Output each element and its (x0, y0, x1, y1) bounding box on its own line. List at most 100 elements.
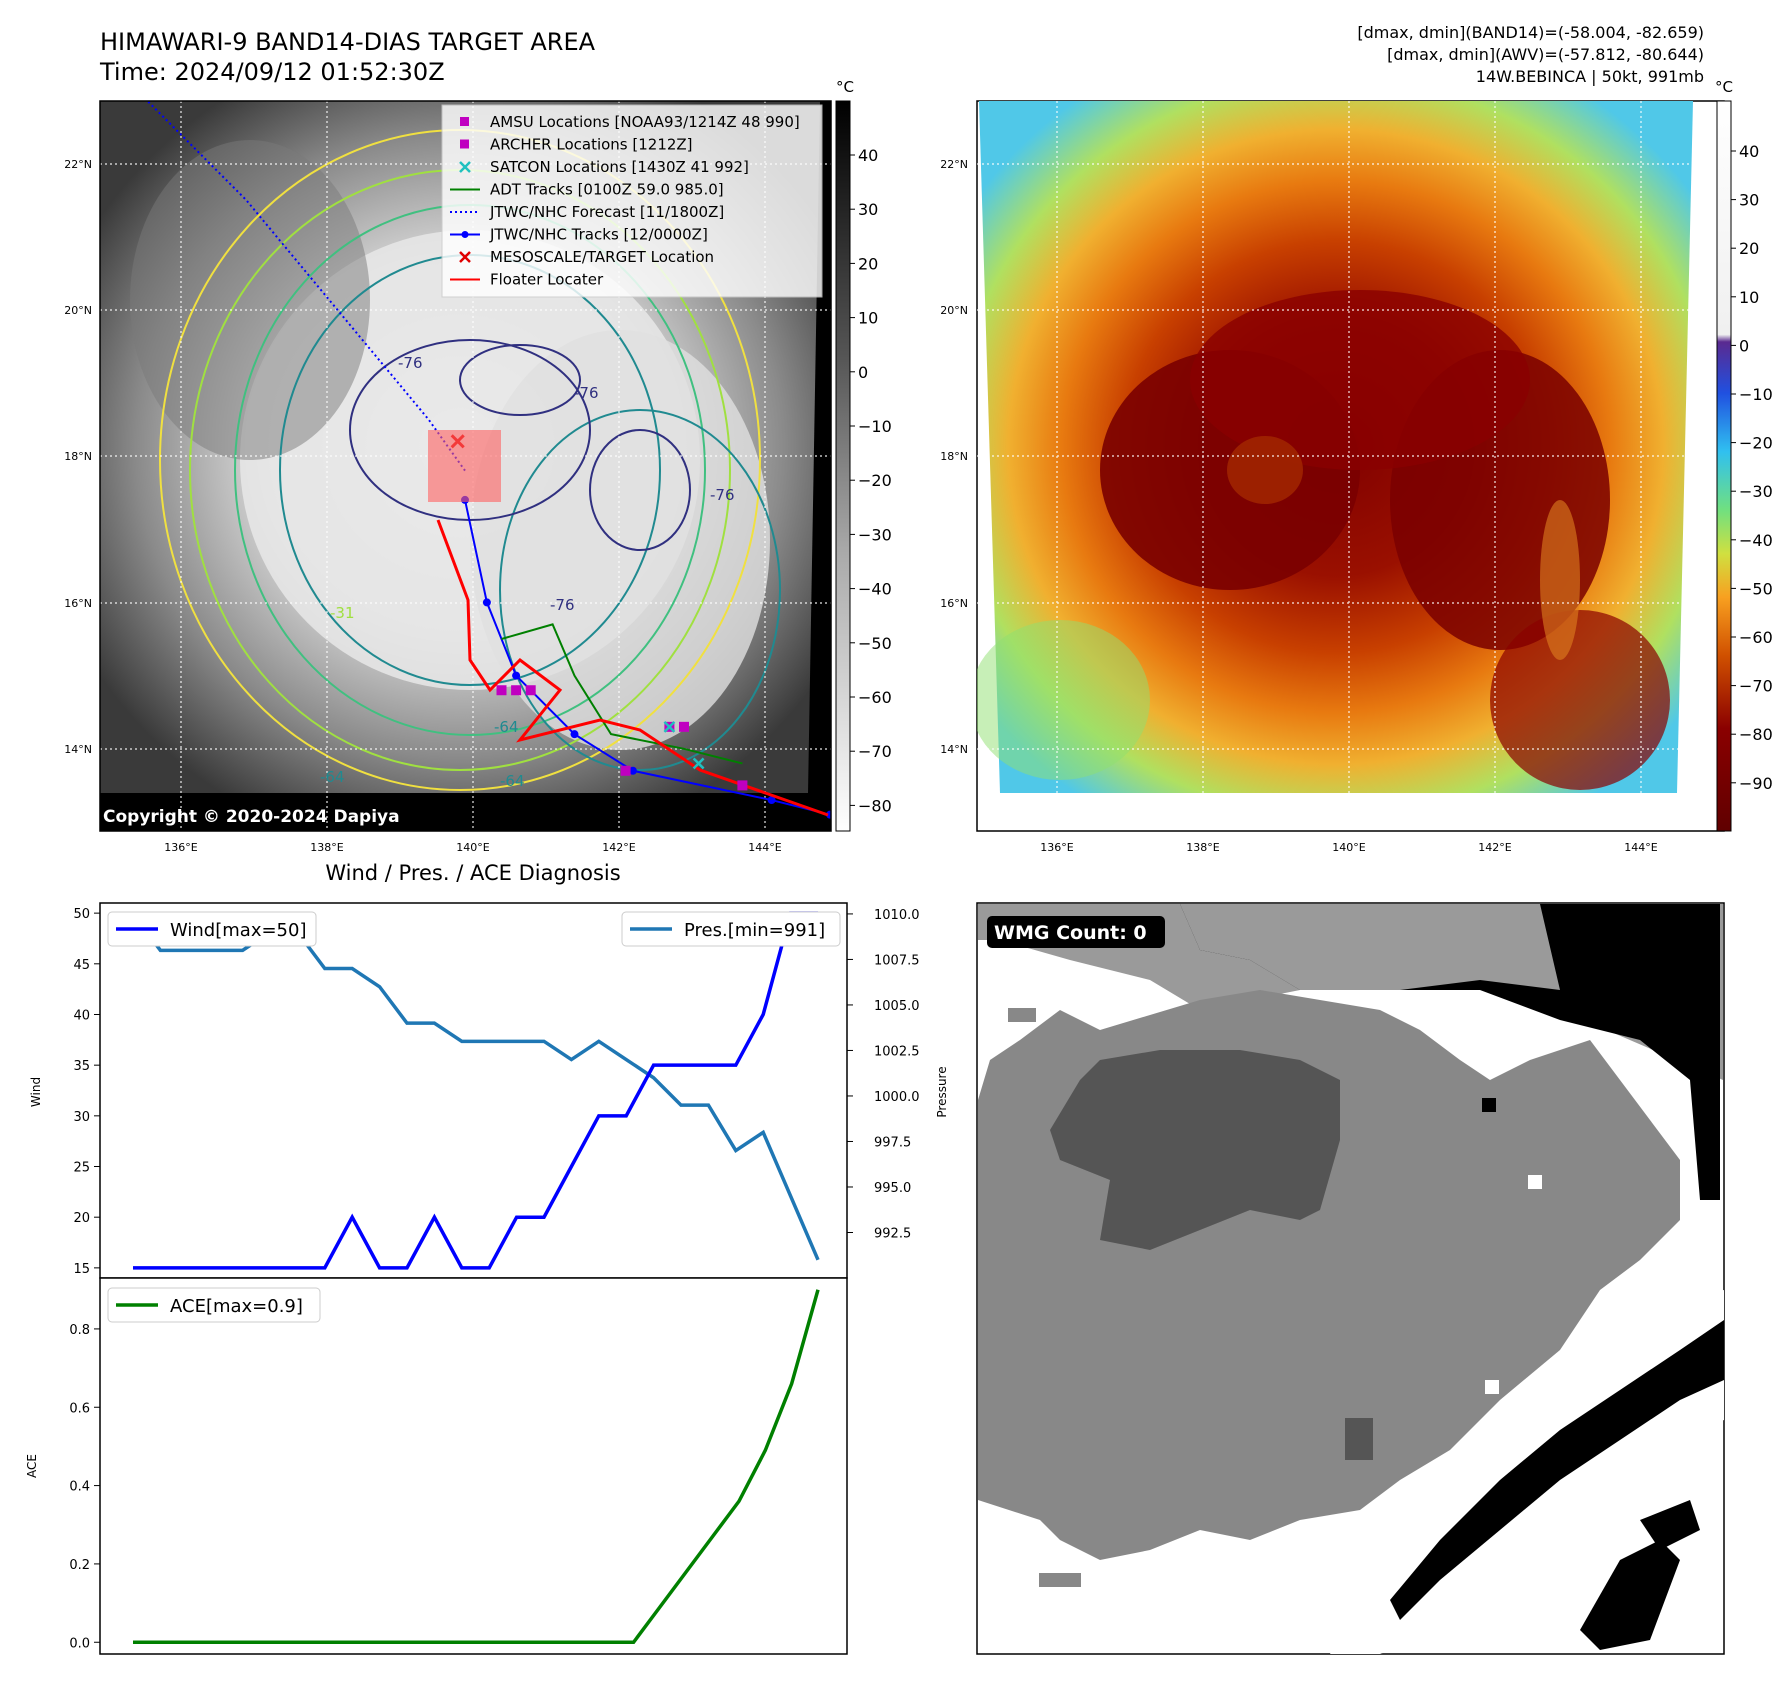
colorbar-tick-label: −20 (858, 471, 892, 490)
pressure-series-line (131, 912, 820, 1261)
contour-label: -31 (330, 604, 355, 622)
colorbar-tick-label: 30 (858, 200, 878, 219)
lon-tick-label: 136°E (164, 841, 197, 854)
ace-legend-label: ACE[max=0.9] (170, 1296, 303, 1317)
colorbar-tick-label: −70 (858, 742, 892, 761)
colorbar-tick-label: 40 (858, 146, 878, 165)
ace-tick-label: 0.4 (69, 1480, 90, 1495)
colorbar-tick-label: −80 (858, 796, 892, 815)
lat-tick-label: 16°N (64, 597, 92, 610)
satcon-marker (692, 757, 705, 770)
legend-entry: MESOSCALE/TARGET Location (459, 248, 714, 266)
legend-label: JTWC/NHC Tracks [12/0000Z] (489, 226, 708, 244)
satcon-marker (663, 720, 676, 733)
info-awv: [dmax, dmin](AWV)=(-57.812, -80.644) (1387, 45, 1704, 64)
copyright: Copyright © 2020-2024 Dapiya (103, 807, 400, 827)
colorbar-tick-label: 20 (858, 254, 878, 273)
lon-tick-label: 142°E (602, 841, 635, 854)
contour-label: -64 (320, 768, 345, 786)
wind-tick-label: 25 (73, 1161, 90, 1176)
target-box (428, 430, 501, 502)
lon-tick-label: 144°E (1624, 841, 1657, 854)
lat-tick-label: 18°N (64, 450, 92, 463)
colorbar-tick-label: −70 (1739, 677, 1773, 696)
colorbar-tick-label: −30 (1739, 482, 1773, 501)
colorbar-tick-label: −60 (858, 688, 892, 707)
legend-entry: ADT Tracks [0100Z 59.0 985.0] (450, 181, 724, 199)
lat-tick-label: 20°N (64, 304, 92, 317)
lat-tick-label: 20°N (940, 304, 968, 317)
legend-label: ARCHER Locations [1212Z] (490, 136, 693, 154)
contour-labels: -76 -76 -76 -76 -64 -64 -64 -31 (320, 354, 735, 790)
left-ir-map: -76 -76 -76 -76 -64 -64 -64 -31 Copyrigh… (99, 100, 832, 832)
pressure-tick-label: 995.0 (874, 1181, 911, 1196)
colorbar-tick-label: 20 (1739, 239, 1759, 258)
amsu-marker (679, 721, 689, 732)
floater-locater (436, 519, 829, 817)
pressure-axis-label: Pressure (935, 1066, 949, 1117)
figure-time: Time: 2024/09/12 01:52:30Z (99, 58, 445, 86)
colorbar-tick-label: −50 (1739, 579, 1773, 598)
colorbar-tick-label: −10 (858, 417, 892, 436)
lat-tick-label: 14°N (64, 743, 92, 756)
pressure-tick-label: 1002.5 (874, 1044, 920, 1059)
lon-tick-label: 140°E (1332, 841, 1365, 854)
lat-tick-label: 18°N (940, 450, 968, 463)
pressure-tick-label: 1010.0 (874, 908, 920, 923)
left-map-tracks (146, 101, 831, 819)
legend-entry: ARCHER Locations [1212Z] (460, 136, 693, 154)
legend-swatch (460, 117, 469, 126)
legend-swatch (459, 251, 471, 263)
colorbar-tick-label: −50 (858, 634, 892, 653)
amsu-marker (525, 685, 536, 696)
legend-label: JTWC/NHC Forecast [11/1800Z] (489, 203, 724, 221)
lon-tick-label: 138°E (1186, 841, 1219, 854)
figure-title: HIMAWARI-9 BAND14-DIAS TARGET AREA (100, 28, 596, 56)
wmg-count-box (987, 916, 1165, 948)
contour-label: -76 (550, 596, 575, 614)
legend-label: ADT Tracks [0100Z 59.0 985.0] (490, 181, 724, 199)
amsu-marker (737, 780, 748, 791)
ace-series-line (133, 1289, 820, 1644)
lon-tick-label: 144°E (748, 841, 781, 854)
lon-tick-label: 136°E (1040, 841, 1073, 854)
ace-tick-label: 0.8 (69, 1323, 90, 1338)
lon-tick-label: 138°E (310, 841, 343, 854)
wind-tick-label: 15 (73, 1262, 90, 1277)
colorbar-tick-label: −30 (858, 525, 892, 544)
contour-label: -76 (574, 384, 599, 402)
lat-tick-label: 14°N (940, 743, 968, 756)
pressure-legend-box (621, 911, 841, 947)
left-colorbar: °C 40 30 20 10 0 −10 −20 −30 −40 −50 −60 −70 −80 (835, 78, 892, 832)
lat-tick-label: 16°N (940, 597, 968, 610)
wind-series-line (133, 911, 818, 1270)
legend-entry: SATCON Locations [1430Z 41 992] (459, 158, 749, 176)
contour-label: -64 (500, 772, 525, 790)
ace-panel: 0.0 0.2 0.4 0.6 0.8 ACE[max=0.9] ACE (25, 1277, 848, 1655)
colorbar-unit: °C (836, 78, 854, 96)
colorbar-tick-label: 10 (858, 309, 878, 328)
jtwc-track-point (512, 671, 521, 680)
jtwc-track-point (826, 810, 831, 819)
legend-entry: JTWC/NHC Forecast [11/1800Z] (450, 203, 724, 221)
ace-tick-label: 0.2 (69, 1558, 90, 1573)
colorbar-tick-label: −40 (858, 580, 892, 599)
ace-legend-box (107, 1287, 321, 1323)
map-tick-labels: 22°N 22°N 20°N 20°N 18°N 18°N 16°N 16°N 14°N 14°N… (64, 158, 1658, 854)
jtwc-track-point (767, 796, 776, 805)
wind-tick-label: 20 (73, 1211, 90, 1226)
ace-tick-label: 0.6 (69, 1401, 90, 1416)
colorbar-tick-label: 0 (1739, 336, 1749, 355)
legend-entry: JTWC/NHC Tracks [12/0000Z] (450, 226, 708, 244)
pressure-tick-label: 1005.0 (874, 999, 920, 1014)
colorbar-tick-label: 10 (1739, 288, 1759, 307)
lat-tick-label: 22°N (64, 158, 92, 171)
wind-tick-label: 45 (73, 958, 90, 973)
wmg-panel: WMG Count: 0 (976, 902, 1725, 1655)
contour-label: -76 (710, 486, 735, 504)
wind-legend-label: Wind[max=50] (170, 920, 307, 941)
legend-label: MESOSCALE/TARGET Location (490, 248, 714, 266)
jtwc-track-point (570, 730, 579, 739)
jtwc-track-point (482, 598, 491, 607)
